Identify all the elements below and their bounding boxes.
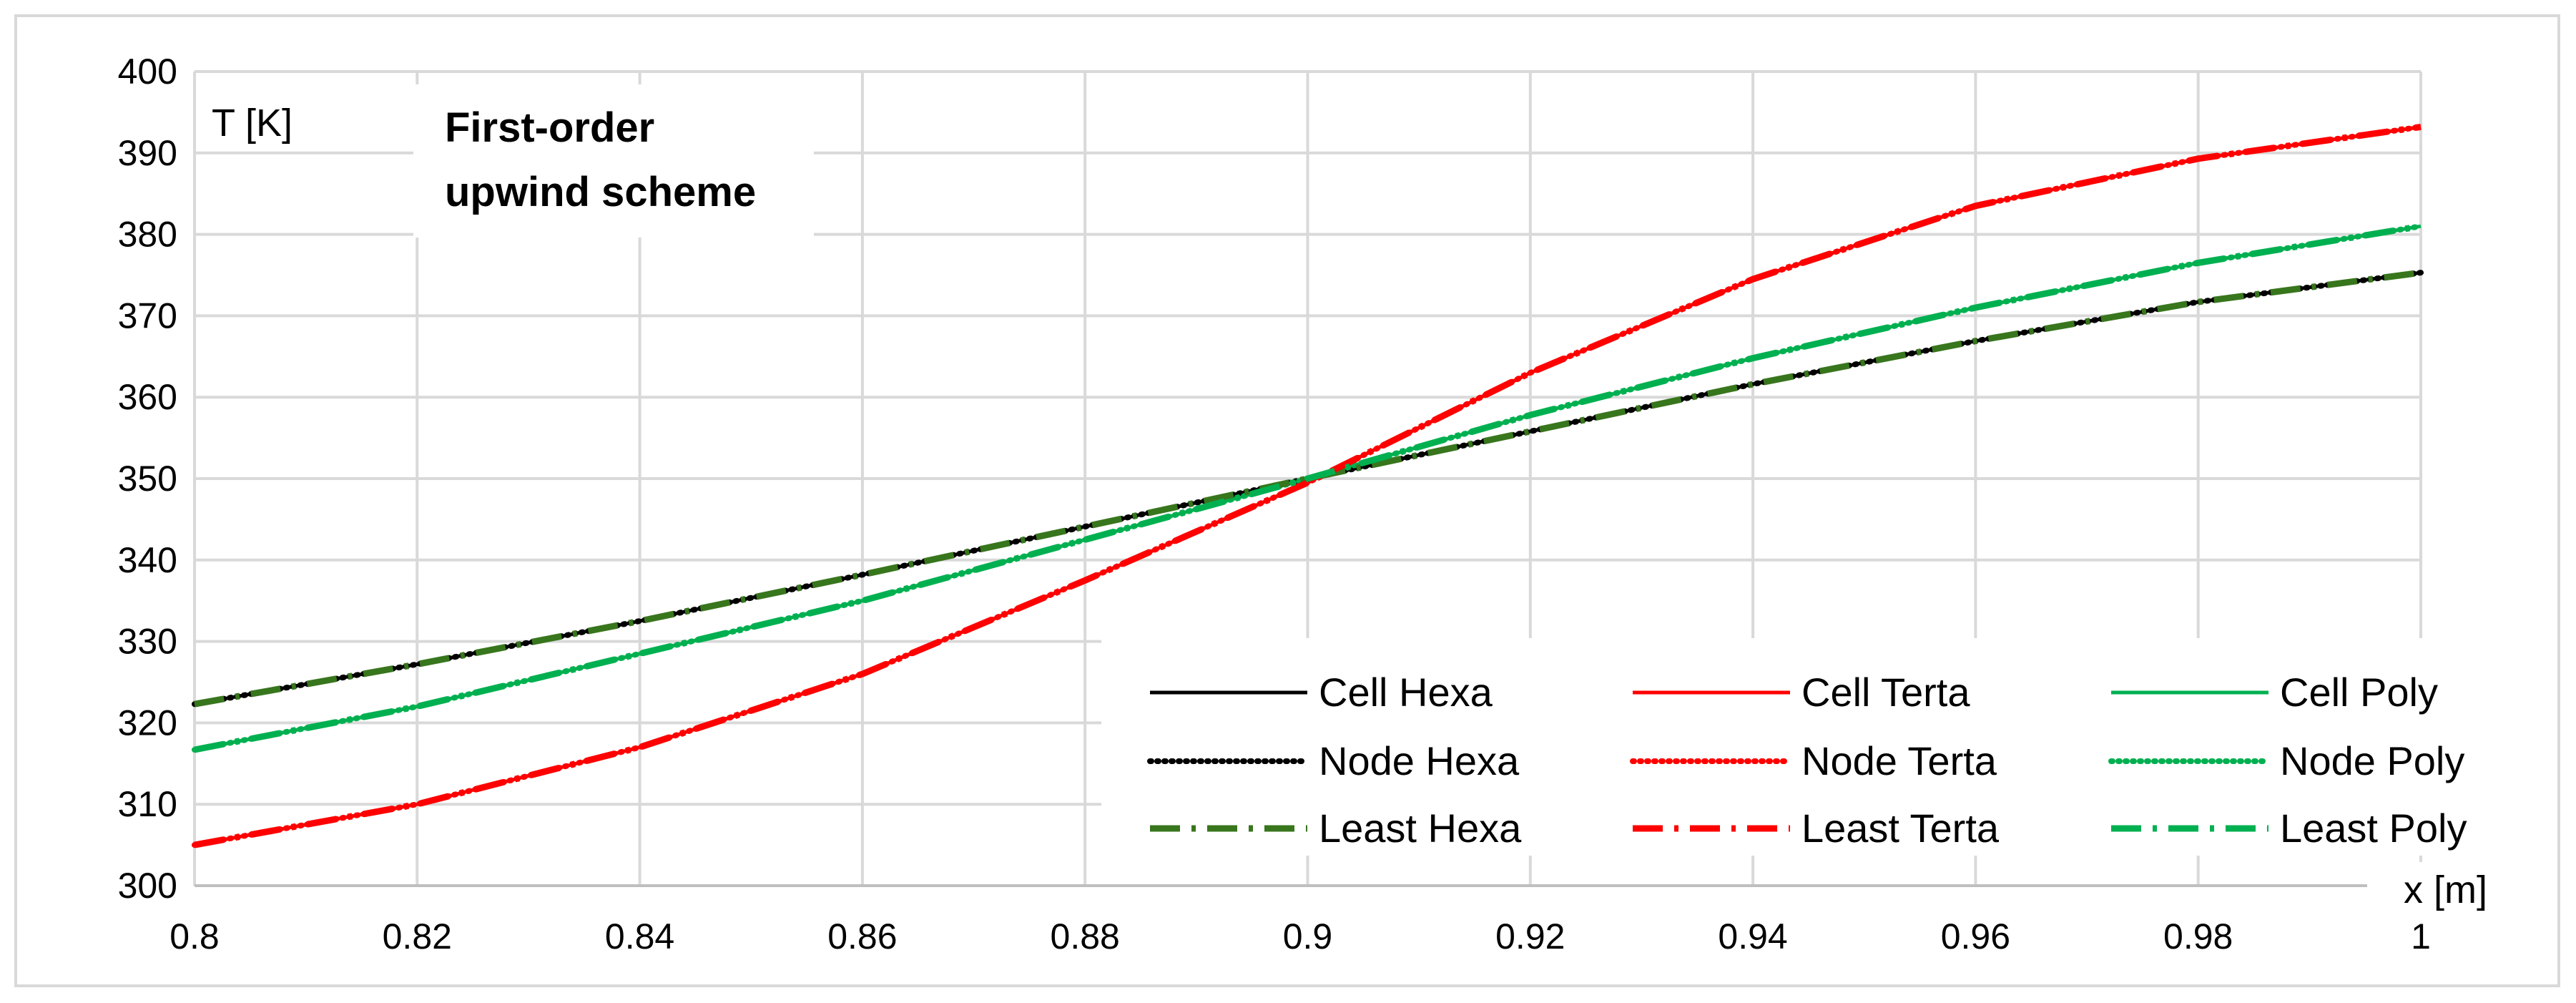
- legend: Cell Hexa Cell Terta Cell Poly Node Hexa Nod…: [1147, 670, 2467, 851]
- x-axis-label: x [m]: [2404, 869, 2487, 911]
- y-axis-label: T [K]: [212, 102, 292, 145]
- y-tick-label: 390: [118, 133, 177, 173]
- legend-label-least-poly: Least Poly: [2280, 806, 2467, 851]
- x-tick-labels: 0.8 0.82 0.84 0.86 0.88 0.9 0.92 0.94 0.96 0.98 1: [169, 916, 2431, 956]
- title-background: [413, 84, 814, 238]
- chart-title-line-2: upwind scheme: [445, 169, 756, 215]
- series-line-least-poly: [194, 222, 2422, 753]
- legend-label-node-terta: Node Terta: [1801, 738, 1997, 783]
- chart-title-line-1: First-order: [445, 104, 654, 151]
- x-tick-label: 0.82: [383, 916, 452, 956]
- x-tick-label: 0.88: [1051, 916, 1120, 956]
- x-tick-label: 1: [2411, 916, 2431, 956]
- legend-label-cell-terta: Cell Terta: [1801, 670, 1970, 715]
- legend-label-least-hexa: Least Hexa: [1319, 806, 1522, 851]
- y-tick-label: 370: [118, 295, 177, 336]
- legend-background: [1101, 638, 2503, 856]
- legend-label-cell-hexa: Cell Hexa: [1319, 670, 1493, 715]
- legend-label-node-hexa: Node Hexa: [1319, 738, 1520, 783]
- y-tick-labels: 300 310 320 330 340 350 360 370 380 390 400: [118, 52, 177, 906]
- y-tick-label: 400: [118, 52, 177, 92]
- x-tick-label: 0.94: [1718, 916, 1787, 956]
- y-tick-label: 300: [118, 866, 177, 906]
- y-tick-label: 330: [118, 622, 177, 662]
- x-tick-label: 0.98: [2163, 916, 2233, 956]
- legend-label-least-terta: Least Terta: [1801, 806, 2000, 851]
- x-tick-label: 0.9: [1283, 916, 1333, 956]
- y-tick-label: 320: [118, 703, 177, 743]
- series-lines: [192, 123, 2424, 848]
- y-tick-label: 380: [118, 215, 177, 255]
- y-tick-label: 350: [118, 459, 177, 499]
- x-tick-label: 0.86: [827, 916, 897, 956]
- y-tick-label: 340: [118, 540, 177, 580]
- x-tick-label: 0.92: [1495, 916, 1565, 956]
- x-tick-label: 0.96: [1941, 916, 2010, 956]
- series-line-least-terta: [194, 123, 2422, 848]
- y-tick-label: 310: [118, 784, 177, 824]
- legend-label-cell-poly: Cell Poly: [2280, 670, 2438, 715]
- legend-label-node-poly: Node Poly: [2280, 738, 2464, 783]
- x-axis-label-background: [2367, 862, 2496, 914]
- y-tick-label: 360: [118, 377, 177, 417]
- series-line-least-hexa: [194, 269, 2422, 708]
- x-tick-label: 0.8: [169, 916, 220, 956]
- x-tick-label: 0.84: [605, 916, 674, 956]
